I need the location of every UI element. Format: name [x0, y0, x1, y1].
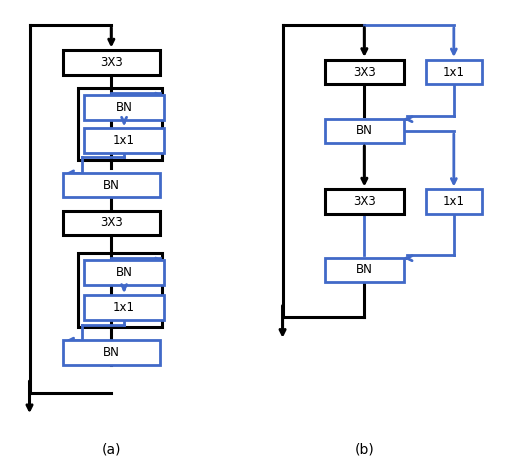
Text: BN: BN: [103, 179, 120, 191]
Text: 1x1: 1x1: [443, 65, 465, 79]
Bar: [325, 60, 404, 84]
Text: (a): (a): [102, 442, 121, 456]
Bar: [63, 173, 160, 197]
Bar: [78, 253, 162, 327]
Bar: [426, 190, 482, 214]
Bar: [84, 260, 163, 284]
Text: BN: BN: [356, 125, 373, 137]
Text: 1x1: 1x1: [113, 134, 135, 147]
Text: 1x1: 1x1: [113, 301, 135, 314]
Bar: [426, 60, 482, 84]
Text: 3X3: 3X3: [100, 56, 123, 69]
Text: BN: BN: [103, 346, 120, 359]
Text: (b): (b): [355, 442, 374, 456]
Text: 3X3: 3X3: [100, 216, 123, 229]
Text: BN: BN: [116, 266, 133, 279]
Text: 3X3: 3X3: [353, 195, 376, 208]
Bar: [325, 118, 404, 143]
Text: BN: BN: [356, 264, 373, 276]
Bar: [63, 50, 160, 75]
Bar: [325, 190, 404, 214]
Text: 3X3: 3X3: [353, 65, 376, 79]
Text: 1x1: 1x1: [443, 195, 465, 208]
Bar: [325, 258, 404, 282]
Text: BN: BN: [116, 101, 133, 114]
Bar: [63, 340, 160, 365]
Bar: [84, 128, 163, 153]
Bar: [84, 295, 163, 320]
Bar: [84, 95, 163, 119]
Bar: [78, 88, 162, 160]
Bar: [63, 210, 160, 235]
